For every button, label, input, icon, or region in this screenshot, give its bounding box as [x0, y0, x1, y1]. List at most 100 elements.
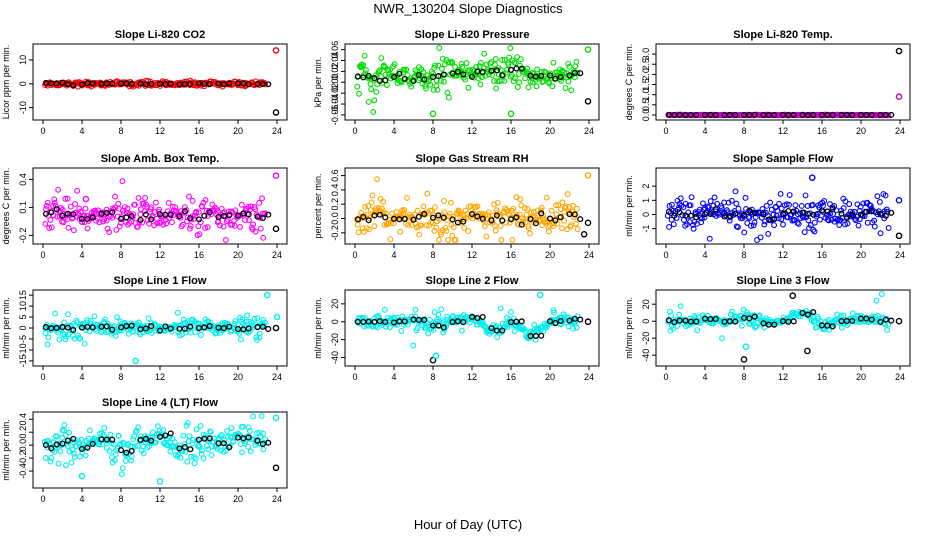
data-point	[573, 58, 580, 65]
y-tick-label: 15	[18, 290, 28, 300]
extreme-point	[272, 172, 280, 180]
y-tick-label: 0.04	[330, 52, 340, 70]
median-point	[571, 315, 578, 322]
median-point	[712, 315, 719, 323]
data-point	[852, 217, 859, 224]
data-point	[573, 205, 580, 212]
data-point	[838, 324, 845, 331]
median-point	[479, 215, 486, 222]
data-point	[102, 316, 108, 323]
extreme-point	[580, 230, 588, 238]
data-point	[506, 54, 513, 61]
data-point	[432, 204, 438, 211]
data-point	[79, 219, 86, 226]
median-point	[254, 437, 261, 444]
data-point	[225, 208, 232, 215]
median-point	[751, 313, 758, 320]
data-point	[564, 191, 571, 198]
data-point	[262, 436, 269, 443]
x-tick-label: 20	[233, 126, 243, 136]
data-point	[825, 217, 832, 224]
panel-title: Slope Li-820 Pressure	[415, 29, 530, 41]
median-point	[810, 211, 817, 218]
data-point	[55, 186, 62, 193]
y-tick-label: -20	[330, 333, 340, 346]
median-point	[410, 77, 417, 84]
median-point	[245, 325, 252, 332]
median-point	[89, 324, 96, 331]
x-tick-label: 0	[352, 250, 357, 260]
y-tick-label: 10	[18, 301, 28, 311]
data-point	[510, 205, 517, 212]
median-point	[109, 326, 116, 333]
y-tick-label: 0.4	[330, 184, 340, 197]
data-point	[444, 89, 451, 96]
data-point	[741, 229, 748, 236]
data-point	[565, 78, 572, 85]
data-point	[114, 314, 120, 321]
data-point	[435, 311, 442, 318]
y-tick-label: 0	[641, 319, 651, 324]
data-point	[245, 424, 252, 431]
data-point	[433, 224, 440, 231]
median-point	[128, 213, 135, 220]
y-tick-label: -40	[330, 351, 340, 364]
data-point	[192, 329, 199, 336]
data-point	[551, 309, 557, 316]
data-point	[860, 200, 867, 207]
median-point	[84, 215, 91, 223]
median-point	[226, 80, 233, 87]
median-point	[162, 432, 169, 439]
data-point	[132, 443, 138, 450]
x-tick-label: 20	[856, 250, 866, 260]
data-point	[513, 211, 520, 218]
panel-7: Slope Line 1 Flow ml/min per min. 0 4 8 12 16 2…	[1, 275, 288, 382]
data-point	[242, 217, 248, 223]
data-point	[412, 313, 418, 320]
median-point	[123, 449, 130, 456]
data-point	[445, 94, 452, 101]
data-point	[445, 237, 451, 243]
median-point	[103, 323, 110, 330]
data-point	[373, 88, 380, 95]
median-point	[577, 216, 584, 223]
median-point	[746, 207, 753, 214]
data-point	[825, 316, 832, 323]
data-point	[477, 81, 484, 88]
x-tick-label: 8	[118, 494, 123, 504]
data-point	[375, 205, 382, 212]
median-point	[760, 211, 767, 218]
data-point	[885, 321, 892, 328]
data-point	[239, 449, 245, 456]
data-point	[174, 309, 181, 316]
data-point	[184, 458, 191, 465]
median-point	[89, 440, 96, 447]
data-point	[738, 322, 745, 329]
median-point	[365, 217, 372, 224]
median-point	[220, 212, 227, 220]
data-point	[707, 198, 714, 205]
x-tick-label: 12	[155, 250, 165, 260]
data-point	[203, 443, 210, 449]
data-point	[777, 190, 784, 197]
median-point	[365, 72, 372, 79]
median-point	[538, 332, 545, 339]
data-point	[474, 203, 481, 210]
data-point	[786, 201, 792, 208]
median-point	[195, 80, 203, 87]
scatter-points	[42, 47, 280, 116]
data-point	[66, 448, 73, 455]
x-tick-label: 8	[741, 372, 746, 382]
data-point	[867, 202, 874, 209]
data-point	[434, 86, 441, 93]
median-point	[829, 112, 836, 119]
data-point	[524, 205, 531, 212]
median-point	[265, 211, 272, 218]
data-point	[516, 79, 523, 86]
data-point	[156, 427, 163, 434]
extreme-point	[742, 343, 750, 351]
data-point	[534, 207, 541, 214]
data-point	[517, 56, 524, 63]
y-tick-label: 0	[18, 325, 28, 330]
